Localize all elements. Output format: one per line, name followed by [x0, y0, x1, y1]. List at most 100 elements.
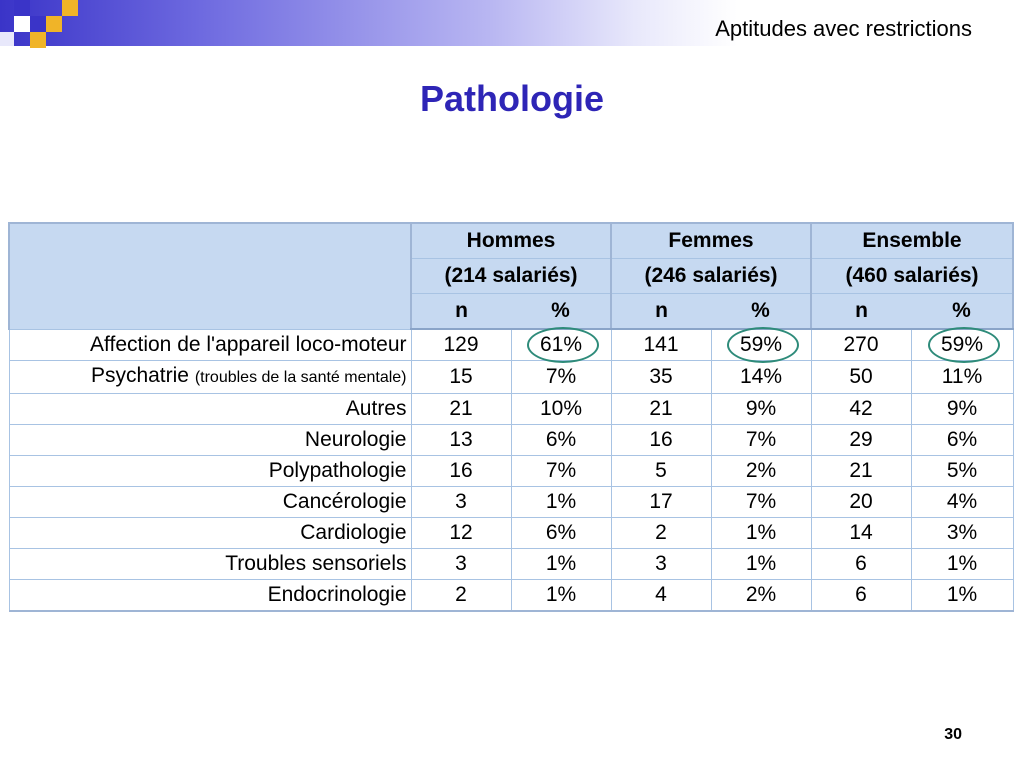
cell-pct-hommes: 7%: [510, 455, 612, 487]
cell-pct-femmes: 1%: [710, 517, 812, 549]
group-sub-femmes: (246 salariés): [610, 258, 812, 294]
cell-n-ensemble: 20: [810, 486, 912, 518]
cell-n-ensemble-value: 6: [855, 583, 867, 606]
cell-pct-hommes-value: 1%: [545, 583, 577, 606]
cell-pct-hommes-value: 1%: [545, 552, 577, 575]
cell-pct-hommes: 6%: [510, 517, 612, 549]
cell-n-femmes-value: 21: [649, 397, 673, 420]
cell-pct-hommes: 1%: [510, 548, 612, 580]
cell-n-femmes-value: 141: [643, 333, 679, 356]
cell-pct-ensemble: 9%: [910, 393, 1014, 425]
cell-pct-hommes-value: 10%: [539, 397, 583, 420]
cell-pct-hommes: 61%: [510, 327, 612, 363]
cell-n-ensemble: 6: [810, 579, 912, 612]
cell-pct-femmes-value: 7%: [745, 490, 777, 513]
cell-pct-ensemble-value: 6%: [946, 428, 978, 451]
header-band: [0, 0, 1024, 46]
cell-pct-femmes: 7%: [710, 424, 812, 456]
cell-pct-ensemble-value: 1%: [946, 552, 978, 575]
cell-pct-femmes-value: 1%: [745, 552, 777, 575]
cell-n-hommes-value: 15: [449, 365, 473, 388]
row-label: Neurologie: [8, 424, 412, 456]
cell-pct-ensemble-value: 11%: [941, 365, 983, 388]
cell-pct-hommes-value: 7%: [545, 365, 577, 388]
row-label: Endocrinologie: [8, 579, 412, 612]
group-sub-ensemble: (460 salariés): [810, 258, 1015, 294]
cell-pct-ensemble-value: 3%: [946, 521, 978, 544]
cell-pct-femmes-value: 2%: [745, 583, 777, 606]
cell-n-femmes-value: 4: [655, 583, 667, 606]
cell-n-femmes-value: 17: [649, 490, 673, 513]
page-title: Pathologie: [419, 78, 604, 119]
cell-pct-hommes-value: 6%: [545, 521, 577, 544]
cell-n-ensemble-value: 6: [855, 552, 867, 575]
group-header-hommes: Hommes: [409, 222, 612, 259]
cell-pct-ensemble: 1%: [910, 548, 1014, 580]
cell-n-femmes: 21: [610, 393, 712, 425]
cell-n-ensemble: 42: [810, 393, 912, 425]
cell-n-hommes: 3: [410, 548, 512, 580]
cell-pct-femmes-value: 2%: [745, 459, 777, 482]
cell-n-femmes: 2: [610, 517, 712, 549]
cell-n-femmes: 4: [610, 579, 712, 612]
row-label-text: Polypathologie: [268, 459, 407, 482]
cell-n-ensemble-value: 270: [843, 333, 879, 356]
row-label-text: Troubles sensoriels: [225, 552, 407, 575]
cell-pct-ensemble: 59%: [910, 327, 1014, 363]
row-label: Polypathologie: [8, 455, 412, 487]
row-label: Autres: [8, 393, 412, 425]
cell-n-hommes-value: 16: [449, 459, 473, 482]
row-label-note: (troubles de la santé mentale): [194, 369, 407, 386]
table-row: Autres 21 10% 21 9% 42 9%: [8, 393, 1014, 425]
table-row: Psychatrie (troubles de la santé mentale…: [8, 360, 1014, 394]
cell-n-hommes: 21: [410, 393, 512, 425]
cell-n-ensemble: 270: [810, 328, 912, 361]
row-label-text: Cardiologie: [300, 521, 407, 544]
cell-n-hommes-value: 13: [449, 428, 473, 451]
header-title: Aptitudes avec restrictions: [715, 16, 972, 41]
cell-n-ensemble: 21: [810, 455, 912, 487]
cell-n-ensemble: 29: [810, 424, 912, 456]
col-pct-hommes: %: [511, 293, 612, 330]
table-row: Cardiologie 12 6% 2 1% 14 3%: [8, 517, 1014, 549]
col-n-ensemble: n: [810, 293, 912, 330]
cell-n-femmes-value: 5: [655, 459, 667, 482]
cell-pct-ensemble-value: 4%: [946, 490, 978, 513]
cell-n-hommes-value: 3: [455, 552, 467, 575]
cell-pct-hommes-value: 1%: [545, 490, 577, 513]
row-label: Affection de l'appareil loco-moteur: [8, 328, 412, 361]
row-label: Psychatrie (troubles de la santé mentale…: [8, 360, 412, 394]
cell-n-hommes: 2: [410, 579, 512, 612]
cell-n-femmes: 3: [610, 548, 712, 580]
cell-n-ensemble-value: 42: [849, 397, 873, 420]
cell-n-ensemble-value: 50: [849, 365, 873, 388]
cell-pct-femmes-value: 14%: [740, 365, 783, 388]
pathology-table: Hommes Femmes Ensemble (214 salariés) (2…: [8, 222, 1015, 612]
row-label-text: Psychatrie: [90, 364, 189, 387]
cell-pct-femmes: 7%: [710, 486, 812, 518]
cell-n-hommes: 129: [410, 328, 512, 361]
cell-n-hommes-value: 3: [455, 490, 467, 513]
table-row: Affection de l'appareil loco-moteur 129 61…: [8, 327, 1014, 363]
cell-n-hommes-value: 12: [449, 521, 473, 544]
cell-n-femmes-value: 2: [655, 521, 667, 544]
table-row: Polypathologie 16 7% 5 2% 21 5%: [8, 455, 1014, 487]
cell-n-ensemble-value: 20: [849, 490, 873, 513]
cell-n-hommes: 16: [410, 455, 512, 487]
cell-pct-hommes: 1%: [510, 579, 612, 612]
cell-n-femmes-value: 35: [649, 365, 673, 388]
cell-pct-femmes: 9%: [710, 393, 812, 425]
cell-n-hommes-value: 129: [443, 333, 479, 356]
cell-pct-femmes-value: 1%: [745, 521, 777, 544]
table-row: Troubles sensoriels 3 1% 3 1% 6 1%: [8, 548, 1014, 580]
cell-pct-ensemble: 4%: [910, 486, 1014, 518]
cell-pct-femmes-value: 7%: [745, 428, 777, 451]
row-label: Troubles sensoriels: [8, 548, 412, 580]
cell-n-femmes: 141: [610, 328, 712, 361]
cell-pct-ensemble-value: 5%: [946, 459, 978, 482]
cell-pct-ensemble-value: 1%: [946, 583, 978, 606]
cell-pct-femmes: 14%: [710, 360, 812, 394]
row-label: Cardiologie: [8, 517, 412, 549]
cell-n-ensemble-value: 29: [849, 428, 873, 451]
col-n-femmes: n: [610, 293, 712, 330]
